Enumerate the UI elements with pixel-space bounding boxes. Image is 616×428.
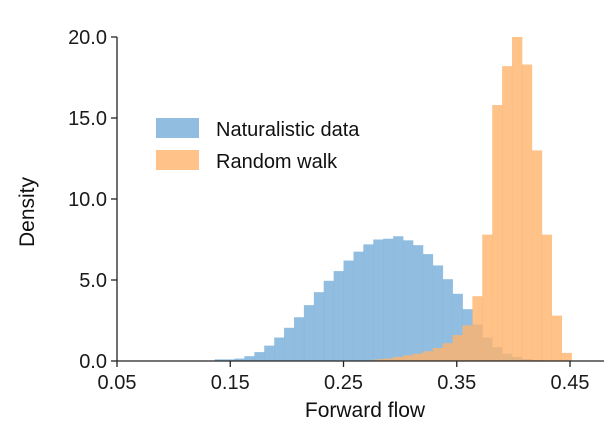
x-ticks: 0.05 0.15 0.25 0.35 0.45 (98, 361, 590, 394)
histogram-bars (214, 37, 572, 361)
histogram-bar (452, 335, 463, 361)
histogram-bar (412, 353, 424, 361)
y-tick-label: 15.0 (68, 108, 107, 130)
histogram-bar (294, 317, 305, 361)
histogram-bar (383, 238, 394, 361)
histogram-bar (393, 236, 404, 361)
histogram-bar (214, 359, 226, 361)
histogram-bar (402, 240, 414, 361)
histogram-bar (462, 325, 473, 361)
histogram-bar (472, 296, 483, 361)
histogram-bar (244, 356, 255, 361)
histogram-bar (442, 343, 453, 361)
x-tick-label: 0.45 (551, 372, 590, 394)
legend: Naturalistic data Random walk (156, 118, 360, 173)
x-tick-label: 0.25 (324, 372, 363, 394)
histogram-bar (393, 356, 404, 361)
x-tick-label: 0.15 (211, 372, 250, 394)
histogram-bar (432, 265, 444, 361)
y-tick-label: 20.0 (68, 27, 107, 49)
histogram-bar (234, 358, 245, 361)
histogram-bar (412, 245, 424, 361)
histogram-bar (492, 105, 503, 361)
series-random-walk (373, 37, 572, 361)
histogram-bar (541, 234, 553, 361)
histogram-bar (264, 345, 275, 361)
y-tick-label: 0.0 (79, 351, 107, 373)
x-tick-label: 0.35 (437, 372, 476, 394)
histogram-bar (512, 37, 523, 361)
histogram-bar (482, 234, 493, 361)
y-tick-label: 10.0 (68, 189, 107, 211)
y-axis: 0.0 5.0 10.0 15.0 20.0 Density (16, 27, 118, 373)
histogram-bar (343, 260, 354, 361)
histogram-bar (363, 244, 374, 361)
histogram-bar (373, 359, 384, 361)
histogram-bar (373, 239, 384, 361)
y-tick-label: 5.0 (79, 270, 107, 292)
y-ticks: 0.0 5.0 10.0 15.0 20.0 (68, 27, 117, 373)
histogram-bar (422, 351, 434, 361)
x-axis-label: Forward flow (305, 399, 426, 422)
histogram-bar (313, 292, 325, 361)
histogram-bar (224, 359, 235, 361)
histogram-bar (432, 348, 444, 361)
histogram-bar (402, 355, 414, 361)
x-tick-label: 0.05 (98, 372, 137, 394)
histogram-bar (551, 315, 562, 361)
y-axis-label: Density (16, 176, 39, 247)
legend-label-naturalistic: Naturalistic data (216, 119, 360, 141)
legend-swatch-random-walk (156, 150, 199, 170)
x-axis: 0.05 0.15 0.25 0.35 0.45 Forward flow (98, 360, 604, 422)
histogram-bar (502, 66, 513, 361)
histogram-bar (353, 251, 364, 361)
histogram-bar (422, 254, 434, 361)
histogram-bar (323, 280, 334, 361)
histogram-bar (442, 279, 453, 361)
histogram-bar (561, 352, 572, 361)
histogram-bar (254, 352, 265, 361)
histogram-bar (303, 305, 315, 361)
histogram-bar (284, 327, 295, 361)
legend-label-random-walk: Random walk (216, 151, 338, 173)
legend-swatch-naturalistic (156, 118, 199, 138)
histogram-bar (383, 358, 394, 361)
histogram-bar (274, 337, 285, 361)
histogram-bar (333, 271, 344, 361)
histogram-bar (521, 64, 533, 361)
histogram-bar (452, 293, 463, 361)
histogram-bar (531, 150, 543, 361)
